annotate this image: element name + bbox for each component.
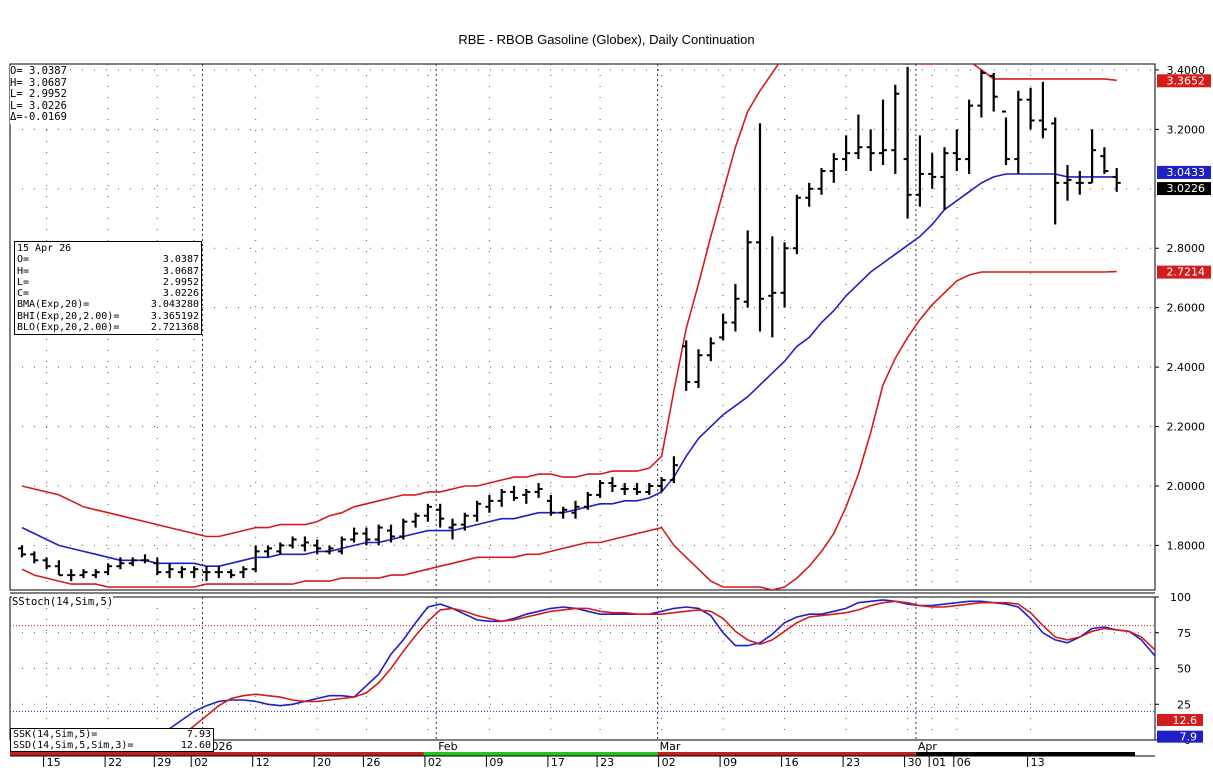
price-tick-label: 2.6000 [1167, 302, 1206, 315]
info-row-bhi: BHI(Exp,20,2.00)= 3.365192 [17, 311, 199, 322]
chart-title: RBE - RBOB Gasoline (Globex), Daily Cont… [458, 32, 755, 47]
info-row-blo: BLO(Exp,20,2.00)= 2.721368 [17, 322, 199, 333]
price-tick-label: 2.2000 [1167, 421, 1206, 434]
info-row-open: O= 3.0387 [17, 254, 199, 265]
ohlc-line-change: Δ=-0.0169 [10, 111, 67, 123]
price-marker-label: 3.0433 [1167, 166, 1206, 179]
info-value: 3.0687 [162, 265, 199, 277]
stoch-tick-label: 100 [1170, 591, 1191, 604]
info-label: BHI(Exp,20,2.00)= [17, 310, 120, 322]
price-tick-label: 3.2000 [1167, 123, 1206, 136]
ohlc-line-low: L= 2.9952 [10, 88, 67, 100]
stoch-row-ssd: SSD(14,Sim,5,Sim,3)= 12.60 [13, 740, 211, 751]
price-marker-label: 3.3652 [1167, 74, 1206, 87]
info-row-bma: BMA(Exp,20)= 3.043280 [17, 299, 199, 310]
month-color-band [657, 752, 916, 756]
month-label: Apr [918, 740, 938, 753]
date-tick-label: 02 [662, 756, 676, 769]
stoch-marker-label: 12.6 [1173, 714, 1198, 727]
date-tick-label: 15 [47, 756, 61, 769]
data-window-date: 15 Apr 26 [17, 243, 72, 254]
info-label: H= [17, 265, 30, 277]
price-tick-label: 3.4000 [1167, 64, 1206, 77]
date-tick-label: 30 [908, 756, 922, 769]
price-tick-label: 1.8000 [1167, 539, 1206, 552]
ohlc-header: O= 3.0387 H= 3.0687 L= 2.9952 L= 3.0226 … [10, 65, 67, 124]
date-tick-label: 09 [723, 756, 737, 769]
info-row-close: C= 3.0226 [17, 288, 199, 299]
info-value: 3.365192 [150, 310, 199, 322]
date-tick-label: 17 [551, 756, 565, 769]
ohlc-line-high: H= 3.0687 [10, 76, 67, 89]
month-color-band [10, 752, 424, 756]
month-label: Mar [660, 740, 681, 753]
price-marker-label: 2.7214 [1167, 266, 1206, 279]
price-marker-box [1157, 74, 1211, 88]
date-tick-label: 22 [108, 756, 122, 769]
info-value: 2.9952 [162, 276, 199, 288]
info-value: 3.0226 [162, 288, 199, 300]
price-marker-label: 3.0226 [1167, 182, 1206, 195]
date-tick-label: 09 [489, 756, 503, 769]
stoch-tick-label: 25 [1177, 698, 1191, 711]
date-tick-label: 20 [317, 756, 331, 769]
info-label: L= [17, 276, 30, 288]
info-label: BLO(Exp,20,2.00)= [17, 322, 120, 334]
price-marker-box [1157, 182, 1211, 196]
price-panel-frame [9, 63, 1156, 591]
info-value: 3.0387 [162, 254, 199, 266]
stoch-panel-frame [9, 596, 1156, 741]
bollinger-lower-line [21, 270, 1117, 590]
price-tick-label: 2.4000 [1167, 361, 1206, 374]
info-value: 2.721368 [150, 322, 199, 334]
price-marker-box [1157, 265, 1211, 279]
price-tick-label: 2.0000 [1167, 480, 1206, 493]
date-tick-label: 02 [428, 756, 442, 769]
month-color-band [915, 752, 1135, 756]
data-window: 15 Apr 26 O= 3.0387 H= 3.0687 L= 2.9952 C= 3… [14, 241, 202, 336]
info-value: 3.043280 [150, 299, 199, 311]
month-color-band [423, 752, 658, 756]
date-tick-label: 16 [785, 756, 799, 769]
stoch-values-box: SSK(14,Sim,5)= 7.93 SSD(14,Sim,5,Sim,3)= 1… [10, 728, 214, 752]
date-tick-label: 06 [957, 756, 971, 769]
stoch-label: SSK(14,Sim,5)= [13, 729, 98, 740]
stoch-marker-label: 7.9 [1180, 731, 1198, 744]
info-label: BMA(Exp,20)= [17, 299, 90, 311]
date-tick-label: 29 [157, 756, 171, 769]
stoch-value: 12.60 [180, 740, 211, 751]
info-row-low: L= 2.9952 [17, 277, 199, 288]
date-tick-label: 23 [600, 756, 614, 769]
info-row-high: H= 3.0687 [17, 266, 199, 277]
date-tick-label: 01 [932, 756, 946, 769]
date-tick-label: 12 [256, 756, 270, 769]
ssk-line [156, 599, 1155, 738]
bollinger-middle-line [21, 173, 1117, 568]
price-marker-box [1157, 165, 1211, 179]
stoch-indicator-name: SStoch(14,Sim,5) [12, 596, 114, 608]
date-tick-label: 26 [366, 756, 380, 769]
stoch-marker-box [1157, 730, 1203, 743]
stoch-marker-box [1157, 713, 1203, 726]
info-label: C= [17, 288, 30, 300]
date-tick-label: 13 [1031, 756, 1045, 769]
stoch-tick-label: 50 [1177, 663, 1191, 676]
price-tick-label: 2.8000 [1167, 242, 1206, 255]
stoch-value: 7.93 [186, 729, 211, 740]
ohlc-line-last: L= 3.0226 [10, 99, 67, 112]
date-tick-label: 23 [846, 756, 860, 769]
bollinger-upper-line [21, 64, 1117, 538]
date-tick-label: 02 [194, 756, 208, 769]
ohlc-line-open: O= 3.0387 [10, 65, 67, 77]
month-label: Feb [438, 740, 457, 753]
ssd-line [181, 600, 1155, 737]
stoch-tick-label: 75 [1177, 627, 1191, 640]
stoch-row-ssk: SSK(14,Sim,5)= 7.93 [13, 729, 211, 740]
stoch-label: SSD(14,Sim,5,Sim,3)= [13, 740, 134, 751]
info-label: O= [17, 254, 30, 266]
